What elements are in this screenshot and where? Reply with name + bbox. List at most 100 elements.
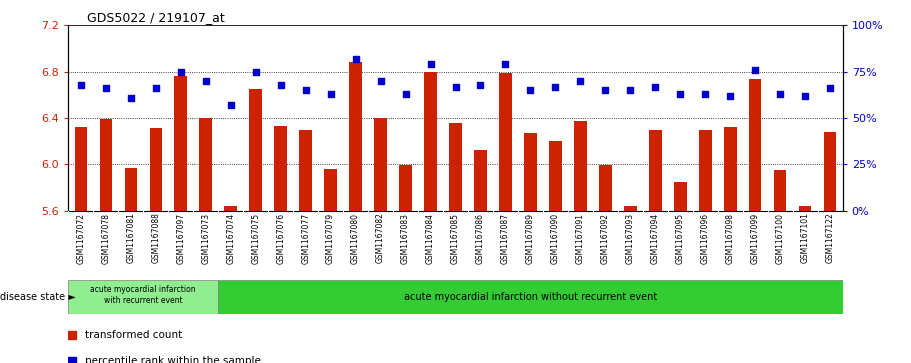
Text: acute myocardial infarction without recurrent event: acute myocardial infarction without recu… (404, 292, 657, 302)
Bar (674, 182, 687, 211)
Text: acute myocardial infarction
with recurrent event: acute myocardial infarction with recurre… (90, 285, 196, 305)
Point (273, 82, 288, 87)
Text: disease state ►: disease state ► (0, 292, 76, 302)
Point (74, 82, 88, 87)
Bar (399, 166, 412, 211)
Bar (650, 130, 661, 211)
Bar (200, 118, 212, 211)
Text: GSM1167100: GSM1167100 (776, 213, 784, 264)
Bar (374, 118, 387, 211)
Text: percentile rank within the sample: percentile rank within the sample (85, 356, 261, 363)
Point (124, 95, 138, 101)
Text: GSM1167075: GSM1167075 (251, 213, 261, 264)
Text: GSM1167090: GSM1167090 (551, 213, 560, 264)
Bar (99, 119, 112, 211)
Text: GSM1167077: GSM1167077 (302, 213, 310, 264)
Text: GSM1167074: GSM1167074 (226, 213, 235, 264)
Text: GSM1167094: GSM1167094 (650, 213, 660, 264)
Bar (125, 168, 137, 211)
Text: GSM1167089: GSM1167089 (526, 213, 535, 264)
Bar (549, 141, 562, 211)
Bar (574, 122, 587, 211)
Point (798, 93, 813, 99)
Point (448, 83, 463, 89)
Point (98, 85, 113, 91)
Text: GSM1167086: GSM1167086 (476, 213, 485, 264)
Bar (175, 76, 187, 211)
Bar (68, 280, 219, 314)
Text: GSM1167080: GSM1167080 (351, 213, 360, 264)
Bar (475, 150, 486, 211)
Point (374, 78, 388, 84)
Bar (250, 89, 262, 211)
Text: GSM1167083: GSM1167083 (401, 213, 410, 264)
Point (573, 78, 588, 84)
Text: GSM1167079: GSM1167079 (326, 213, 335, 264)
Point (623, 87, 638, 93)
Point (348, 56, 363, 62)
Point (249, 69, 263, 75)
Bar (274, 126, 287, 211)
Text: GSM1167087: GSM1167087 (501, 213, 510, 264)
Text: GSM1167081: GSM1167081 (127, 213, 135, 264)
Bar (149, 129, 162, 211)
Bar (599, 166, 611, 211)
Bar (774, 170, 786, 211)
Text: GSM1167082: GSM1167082 (376, 213, 385, 264)
Point (276, 242, 291, 248)
Text: GSM1167098: GSM1167098 (726, 213, 735, 264)
Bar (699, 130, 711, 211)
Text: GSM1167096: GSM1167096 (701, 213, 710, 264)
Text: GSM1167091: GSM1167091 (576, 213, 585, 264)
Point (498, 61, 513, 67)
Text: GSM1167084: GSM1167084 (426, 213, 435, 264)
Text: GSM1167095: GSM1167095 (676, 213, 685, 264)
Point (723, 93, 738, 99)
Point (199, 78, 213, 84)
Point (748, 67, 763, 73)
Point (298, 87, 312, 93)
Text: GSM1167101: GSM1167101 (801, 213, 810, 264)
Text: GSM1167076: GSM1167076 (276, 213, 285, 264)
Bar (524, 133, 537, 211)
Text: GSM1167097: GSM1167097 (176, 213, 185, 264)
Point (548, 83, 563, 89)
Bar (499, 73, 512, 211)
Bar (75, 127, 87, 211)
Text: GSM1167099: GSM1167099 (751, 213, 760, 264)
Text: transformed count: transformed count (85, 330, 182, 340)
Point (698, 91, 712, 97)
Point (148, 85, 163, 91)
Bar (349, 62, 362, 211)
Bar (449, 123, 462, 211)
Point (823, 85, 837, 91)
Point (323, 91, 338, 97)
Text: GSM1167093: GSM1167093 (626, 213, 635, 264)
Bar (425, 72, 436, 211)
Text: GSM1167092: GSM1167092 (601, 213, 609, 264)
Bar (799, 206, 812, 211)
Point (173, 69, 188, 75)
Point (398, 91, 413, 97)
Point (473, 82, 487, 87)
Point (223, 102, 238, 108)
Point (276, 11, 291, 17)
Bar (300, 130, 312, 211)
Text: GSM1167088: GSM1167088 (151, 213, 160, 264)
Text: GSM1167085: GSM1167085 (451, 213, 460, 264)
Bar (219, 280, 843, 314)
Text: GSM1167122: GSM1167122 (825, 213, 834, 264)
Bar (749, 79, 762, 211)
Point (648, 83, 662, 89)
Point (773, 91, 787, 97)
Text: GSM1167078: GSM1167078 (101, 213, 110, 264)
Bar (824, 132, 836, 211)
Point (599, 87, 613, 93)
Bar (624, 206, 637, 211)
Bar (224, 206, 237, 211)
Point (424, 61, 438, 67)
Bar (724, 127, 736, 211)
Text: GSM1167072: GSM1167072 (77, 213, 86, 264)
Text: GSM1167073: GSM1167073 (201, 213, 210, 264)
Bar (324, 169, 337, 211)
